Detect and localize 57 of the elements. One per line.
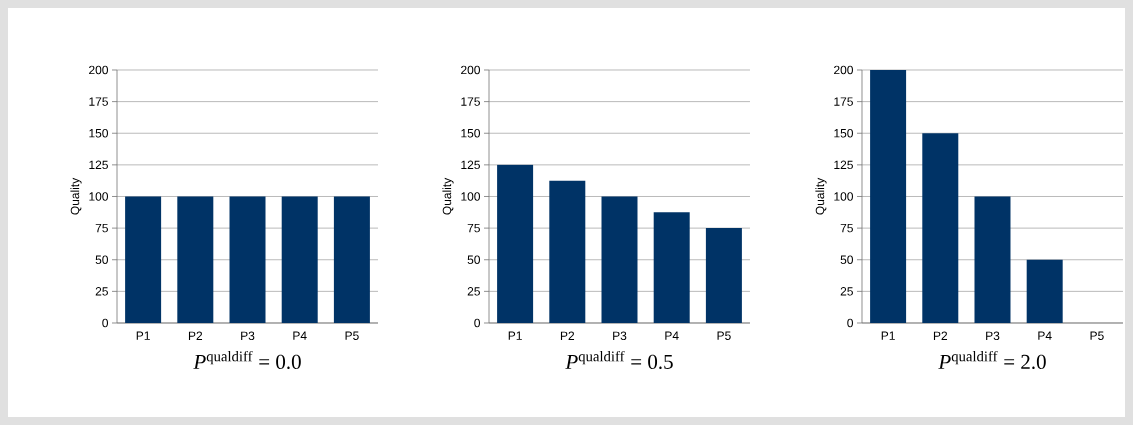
y-tick-label: 175 xyxy=(834,97,853,106)
y-tick-label: 75 xyxy=(840,223,853,233)
bar xyxy=(974,196,1011,323)
bar xyxy=(1026,259,1063,323)
y-tick-label: 25 xyxy=(467,287,480,296)
x-tick-label: P2 xyxy=(560,331,575,340)
y-tick-label: 75 xyxy=(467,223,480,233)
bar xyxy=(549,180,586,323)
y-tick-label: 50 xyxy=(95,255,109,264)
y-tick-label: 200 xyxy=(461,65,481,75)
x-tick-label: P1 xyxy=(881,331,895,340)
y-tick-label: 100 xyxy=(461,192,481,201)
y-tick-label: 25 xyxy=(95,287,108,296)
y-tick-label: 150 xyxy=(461,129,481,138)
y-tick-label: 125 xyxy=(834,160,853,170)
y-tick-label: 175 xyxy=(461,97,480,106)
bar xyxy=(497,164,534,323)
y-tick-label: 200 xyxy=(89,65,109,75)
bar xyxy=(601,196,638,323)
bar xyxy=(870,69,907,323)
x-tick-label: P1 xyxy=(508,331,522,340)
x-tick-label: P2 xyxy=(188,331,203,340)
y-axis-title: Quality xyxy=(815,177,827,215)
y-tick-label: 50 xyxy=(840,255,853,264)
y-tick-label: 0 xyxy=(474,318,481,328)
x-tick-label: P1 xyxy=(136,331,150,340)
x-tick-label: P3 xyxy=(986,331,1000,341)
y-tick-label: 100 xyxy=(834,192,853,201)
y-tick-label: 100 xyxy=(89,192,109,201)
x-axis-title: P$^{qualdiff}$ = 2.0 xyxy=(938,350,1046,370)
y-axis-title: Quality xyxy=(70,177,82,215)
y-axis-title: Quality xyxy=(442,177,454,215)
y-tick-label: 0 xyxy=(847,318,853,328)
y-tick-label: 50 xyxy=(467,255,481,264)
x-tick-label: P4 xyxy=(1038,331,1052,340)
x-tick-label: P4 xyxy=(293,331,307,340)
y-tick-label: 150 xyxy=(834,129,853,138)
bar xyxy=(922,133,959,323)
bar xyxy=(653,212,690,323)
x-tick-label: P3 xyxy=(613,331,627,341)
x-tick-label: P5 xyxy=(345,331,359,340)
y-tick-label: 150 xyxy=(89,129,109,138)
x-axis-title: P$^{qualdiff}$ = 0.5 xyxy=(565,350,673,370)
y-tick-label: 125 xyxy=(89,160,108,170)
x-tick-label: P5 xyxy=(717,331,731,340)
y-tick-label: 0 xyxy=(102,318,109,328)
y-tick-label: 175 xyxy=(89,97,108,106)
x-tick-label: P2 xyxy=(933,331,948,340)
x-axis-title: P$^{qualdiff}$ = 0.0 xyxy=(193,350,301,370)
x-tick-label: P4 xyxy=(665,331,679,340)
y-tick-label: 125 xyxy=(461,160,480,170)
x-tick-label: P3 xyxy=(241,331,255,341)
y-tick-label: 25 xyxy=(840,287,853,296)
y-tick-label: 200 xyxy=(834,65,853,75)
x-tick-label: P5 xyxy=(1090,331,1104,340)
bar xyxy=(705,228,742,323)
y-tick-label: 75 xyxy=(95,223,108,233)
